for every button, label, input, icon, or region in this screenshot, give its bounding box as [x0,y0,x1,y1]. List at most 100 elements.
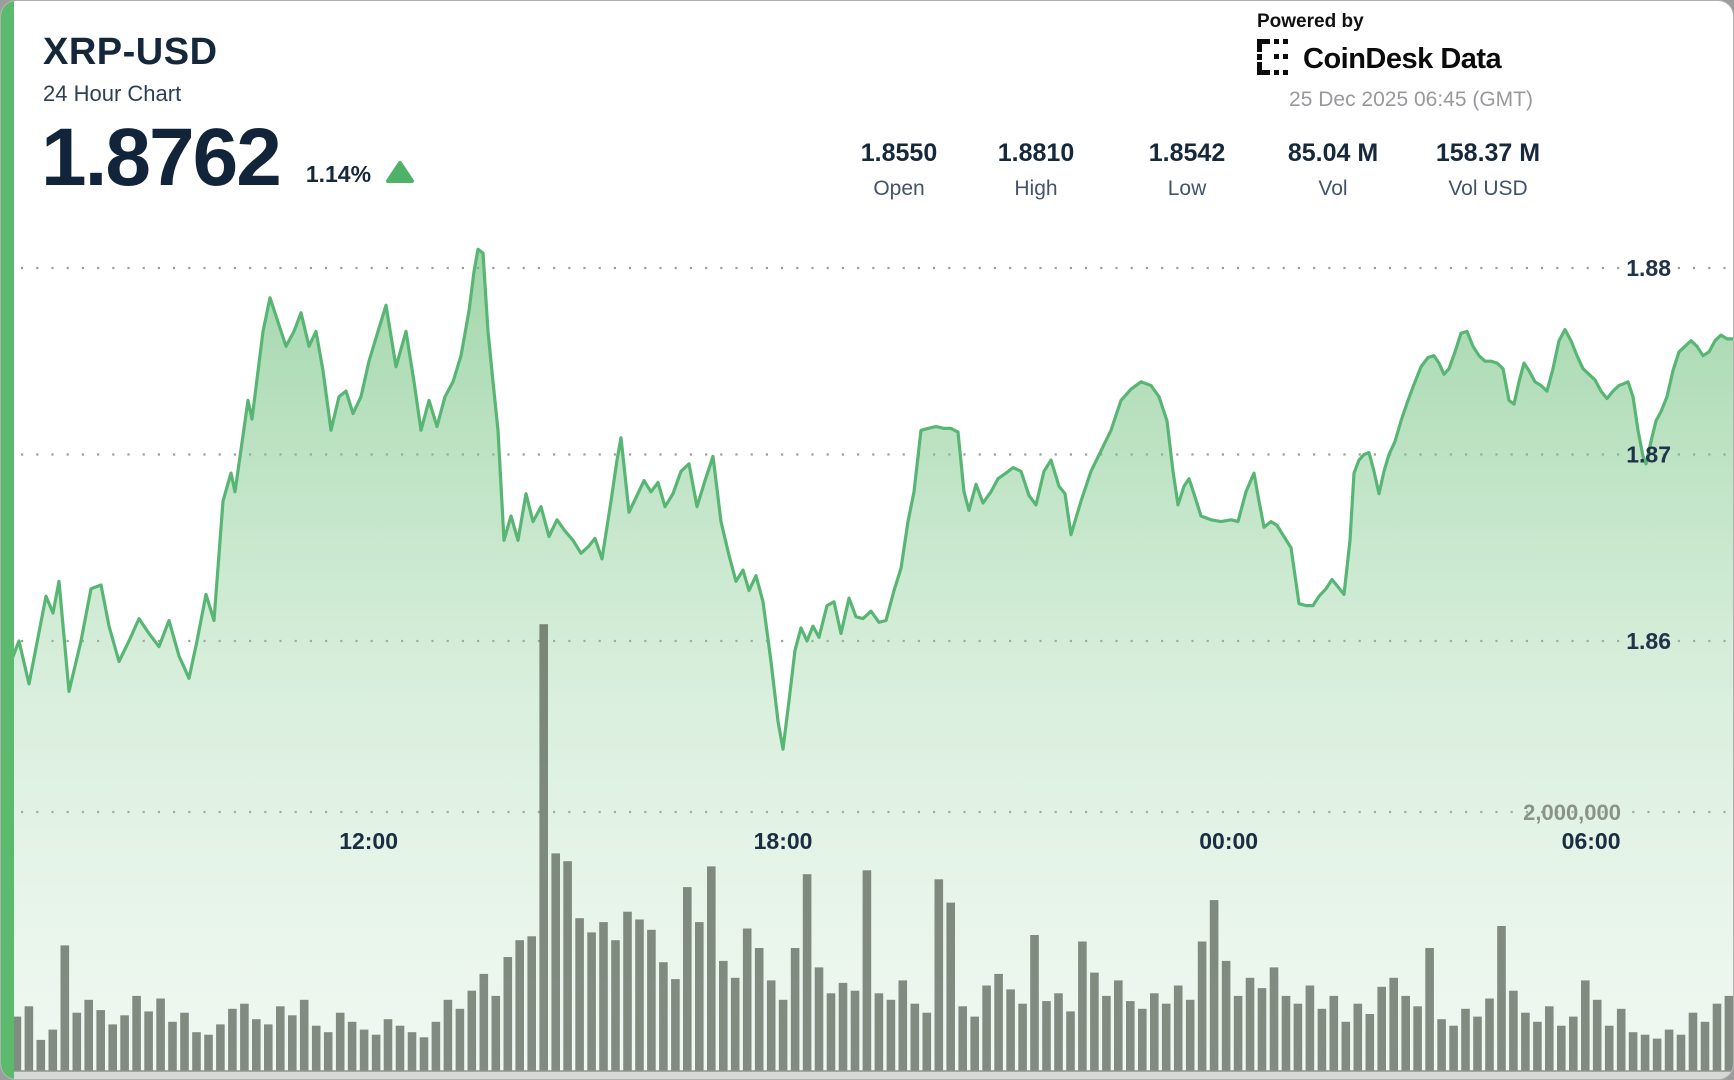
volume-bar [1389,977,1398,1071]
volume-bar [850,990,860,1071]
volume-bar [1066,1011,1075,1071]
volume-bar [754,948,764,1071]
volume-bar [1449,1025,1458,1071]
volume-bar [72,1012,82,1071]
volume-bar [814,967,824,1071]
volume-bar [1509,990,1518,1071]
volume-bar [886,999,896,1071]
chart-timestamp: 25 Dec 2025 06:45 (GMT) [1289,88,1533,111]
volume-bar [479,973,489,1071]
volume-bar [587,932,596,1071]
volume-bar [635,919,644,1071]
volume-bar [1018,1003,1027,1071]
volume-bar [1341,1021,1351,1071]
volume-bar [1676,1034,1686,1071]
volume-bar [970,1016,979,1071]
volume-bar [1269,967,1279,1071]
volume-bar [407,1032,417,1072]
volume-bar [826,993,836,1071]
volume-bar [240,1003,249,1071]
volume-bar [1616,1008,1626,1071]
volume-bar [778,999,788,1071]
volume-bar [419,1037,429,1071]
volume-bar [48,1029,58,1071]
volume-bar [1724,995,1733,1071]
volume-bar [671,979,680,1071]
time-axis-label: 00:00 [1199,828,1258,854]
volume-bar [1604,1025,1614,1071]
volume-bar [36,1039,46,1071]
volume-bar [719,960,728,1071]
provider-name: CoinDesk Data [1303,43,1502,75]
volume-bar [276,1006,285,1072]
price-axis-label: 1.86 [1626,628,1671,654]
volume-bar [802,874,812,1071]
volume-bar [874,993,884,1071]
time-axis-label: 12:00 [339,828,398,854]
volume-bar [467,990,477,1071]
price-axis-label: 1.87 [1626,442,1671,468]
volume-bar [60,945,70,1071]
volume-bar [766,980,776,1071]
volume-bar [335,1012,345,1071]
volume-bar [1413,1006,1422,1072]
volume-bar [1281,995,1291,1071]
volume-bar [1138,1008,1147,1071]
volume-bar [371,1034,381,1071]
volume-bar [1245,977,1255,1071]
volume-bar [12,1016,22,1071]
volume-bar [1006,989,1015,1071]
volume-bar [1497,926,1506,1071]
volume-bar [24,1006,34,1072]
volume-bar [1126,1001,1135,1071]
time-axis-label: 18:00 [754,828,813,854]
volume-bar [288,1015,297,1071]
volume-bar [1197,941,1207,1071]
volume-bar [1030,935,1039,1071]
volume-bar [156,998,165,1071]
volume-bar [311,1025,321,1071]
time-axis-label: 06:00 [1562,828,1621,854]
volume-bar [180,1012,189,1071]
volume-bar [1054,993,1063,1071]
volume-bar [383,1019,393,1071]
coindesk-logo-icon [1257,39,1293,80]
volume-bar [84,999,93,1071]
volume-bar [1114,980,1123,1071]
volume-bar [192,1032,201,1072]
branding-block: Powered by CoinDesk Data 25 Dec 2025 06:… [1257,11,1533,112]
volume-bar [1365,1014,1375,1071]
volume-bar [1640,1034,1650,1071]
volume-bar [1652,1038,1662,1071]
volume-bar [1688,1012,1698,1071]
volume-bar [395,1025,405,1071]
volume-bar [1161,1003,1171,1071]
volume-bar [695,922,704,1071]
chart-header: XRP-USD 24 Hour Chart [43,31,218,107]
coindesk-logo[interactable]: CoinDesk Data [1257,39,1533,80]
volume-bar [1293,1003,1303,1071]
volume-bar [1353,1003,1363,1071]
volume-bar [347,1021,357,1071]
volume-bar [742,928,752,1071]
volume-bar [1317,1008,1327,1071]
volume-bar [1437,1019,1446,1071]
volume-bar [1233,995,1243,1071]
volume-bar [551,853,560,1071]
up-triangle-icon [385,160,415,189]
volume-bar [1485,998,1494,1071]
volume-bar [1712,1003,1722,1071]
volume-bar [898,980,908,1071]
volume-bar [1664,1029,1674,1071]
volume-bar [1557,1025,1566,1071]
volume-bar [515,940,524,1071]
price-axis-label: 1.88 [1626,255,1671,281]
volume-bar [982,985,991,1071]
volume-bar [1521,1012,1530,1071]
volume-bar [958,1006,967,1072]
volume-bar [503,957,513,1071]
volume-bar [1533,1021,1542,1071]
volume-bar [204,1034,213,1071]
